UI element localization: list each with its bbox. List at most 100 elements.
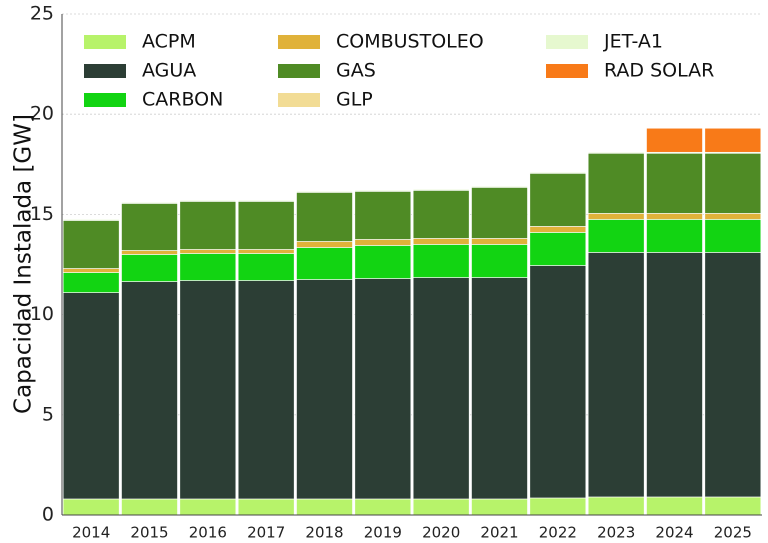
x-tick-label: 2019 <box>364 524 402 542</box>
bar-carbon-2025 <box>704 219 762 253</box>
bar-jet-a1-2021 <box>471 186 528 188</box>
bar-agua-2020 <box>412 277 470 500</box>
x-tick-label: 2016 <box>189 524 227 542</box>
bar-combustoleo-2018 <box>296 241 353 248</box>
legend-swatch <box>546 35 588 49</box>
legend-swatch <box>278 93 320 107</box>
bar-carbon-2015 <box>121 254 178 282</box>
bar-carbon-2014 <box>62 272 120 293</box>
bar-acpm-2021 <box>471 498 528 516</box>
bar-gas-2022 <box>529 173 587 227</box>
bar-gas-2021 <box>471 187 528 239</box>
bar-combustoleo-2022 <box>529 226 587 233</box>
x-tick-label: 2018 <box>305 524 343 542</box>
y-tick-label: 15 <box>30 203 54 225</box>
bar-agua-2025 <box>704 252 762 498</box>
legend-item-agua: AGUA <box>84 60 196 82</box>
bar-combustoleo-2017 <box>237 249 295 254</box>
legend-item-rad-solar: RAD SOLAR <box>546 60 714 82</box>
legend-label: COMBUSTOLEO <box>336 31 484 53</box>
legend-item-acpm: ACPM <box>84 31 196 53</box>
bar-combustoleo-2014 <box>62 268 120 273</box>
bar-rad-solar-2025 <box>704 127 762 153</box>
x-tick-label: 2021 <box>480 524 518 542</box>
bar-gas-2020 <box>412 190 470 239</box>
bar-carbon-2021 <box>471 244 528 278</box>
bar-jet-a1-2017 <box>237 200 295 202</box>
bar-jet-a1-2020 <box>412 189 470 191</box>
bar-agua-2017 <box>237 280 295 500</box>
bar-gas-2015 <box>121 203 178 251</box>
bar-agua-2019 <box>354 278 412 500</box>
legend-swatch <box>278 64 320 78</box>
y-tick-label: 10 <box>30 303 54 325</box>
bar-rad-solar-2024 <box>646 127 703 153</box>
x-tick-label: 2025 <box>714 524 752 542</box>
bar-gas-2024 <box>646 152 703 214</box>
x-tick-label: 2020 <box>422 524 460 542</box>
bar-jet-a1-2015 <box>121 202 178 204</box>
bar-jet-a1-2018 <box>296 191 353 193</box>
bar-jet-a1-2014 <box>62 219 120 221</box>
bar-jet-a1-2022 <box>529 172 587 174</box>
y-axis-label: Capacidad Instalada [GW] <box>11 114 37 414</box>
x-tick-label: 2014 <box>72 524 110 542</box>
x-tick-label: 2024 <box>655 524 693 542</box>
bar-gas-2019 <box>354 191 412 240</box>
bar-combustoleo-2020 <box>412 238 470 245</box>
legend-label: CARBON <box>142 89 223 111</box>
axes <box>61 14 762 516</box>
legend-label: ACPM <box>142 31 196 53</box>
legend-swatch <box>84 64 126 78</box>
bar-agua-2018 <box>296 279 353 500</box>
bar-combustoleo-2019 <box>354 239 412 246</box>
bar-carbon-2022 <box>529 232 587 266</box>
bar-combustoleo-2024 <box>646 213 703 220</box>
legend-label: JET-A1 <box>603 31 663 53</box>
x-tick-label: 2023 <box>597 524 635 542</box>
bar-acpm-2025 <box>704 496 762 516</box>
bar-acpm-2014 <box>62 498 120 516</box>
bar-combustoleo-2015 <box>121 250 178 255</box>
legend-item-jet-a1: JET-A1 <box>546 31 663 53</box>
x-tick-label: 2015 <box>130 524 168 542</box>
x-tick-label: 2017 <box>247 524 285 542</box>
bar-carbon-2019 <box>354 245 412 279</box>
legend-swatch <box>278 35 320 49</box>
bar-agua-2022 <box>529 265 587 499</box>
bar-gas-2023 <box>587 152 645 214</box>
bar-gas-2018 <box>296 192 353 242</box>
bar-jet-a1-2023 <box>587 151 645 154</box>
bar-agua-2016 <box>179 280 237 500</box>
bar-carbon-2024 <box>646 219 703 253</box>
legend-item-combustoleo: COMBUSTOLEO <box>278 31 484 53</box>
legend-label: RAD SOLAR <box>604 60 714 82</box>
legend-label: GAS <box>336 60 376 82</box>
bar-acpm-2023 <box>587 496 645 516</box>
legend-item-glp: GLP <box>278 89 373 111</box>
bar-acpm-2022 <box>529 497 587 516</box>
bar-acpm-2015 <box>121 498 178 516</box>
bar-agua-2024 <box>646 252 703 498</box>
bar-gas-2017 <box>237 201 295 250</box>
bar-carbon-2016 <box>179 253 237 281</box>
legend-label: AGUA <box>142 60 196 82</box>
bar-agua-2015 <box>121 281 178 500</box>
bars <box>62 127 762 516</box>
bar-gas-2025 <box>704 152 762 214</box>
y-tick-labels: 0 5 10 15 20 25 <box>30 3 54 526</box>
y-tick-label: 20 <box>30 103 54 125</box>
bar-carbon-2023 <box>587 219 645 253</box>
legend-swatch <box>546 64 588 78</box>
bar-carbon-2020 <box>412 244 470 278</box>
legend-label: GLP <box>336 89 373 111</box>
bar-jet-a1-2016 <box>179 200 237 202</box>
bar-combustoleo-2021 <box>471 238 528 245</box>
legend-item-gas: GAS <box>278 60 376 82</box>
legend-swatch <box>84 93 126 107</box>
legend: ACPM AGUA CARBON COMBUSTOLEO GAS GLP JET-A1 RAD… <box>84 31 714 111</box>
bar-gas-2014 <box>62 220 120 269</box>
bar-carbon-2017 <box>237 253 295 281</box>
bar-combustoleo-2023 <box>587 213 645 220</box>
bar-agua-2014 <box>62 292 120 500</box>
